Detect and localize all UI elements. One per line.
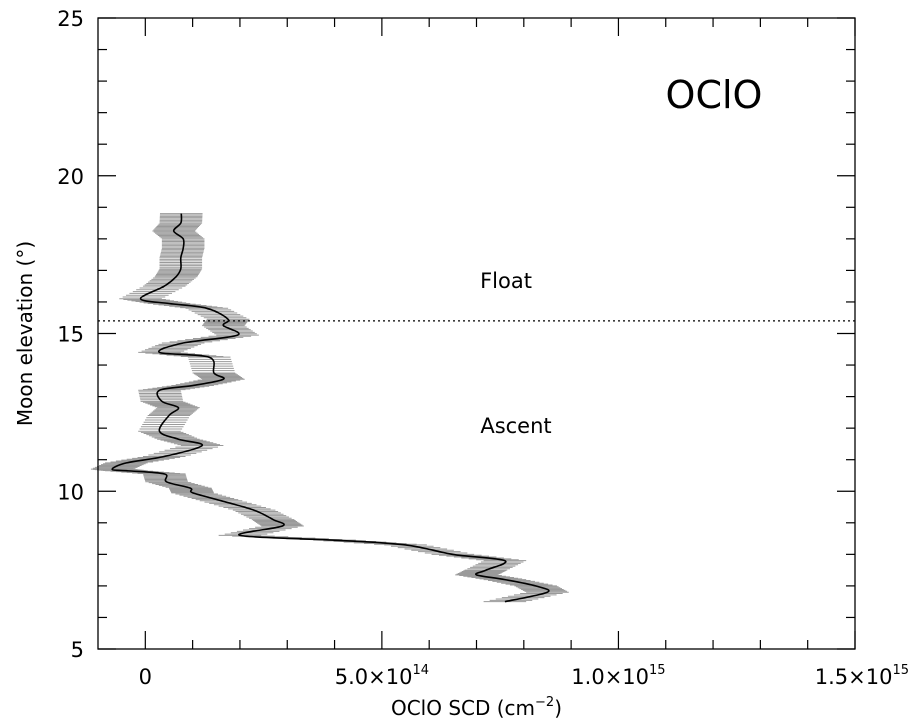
- x-tick-label: 5.0×1014: [335, 663, 429, 689]
- y-tick-label: 5: [71, 638, 84, 662]
- ascent-region-label: Ascent: [480, 414, 551, 438]
- y-tick-label: 10: [57, 480, 84, 504]
- x-tick-label: 1.0×1015: [571, 663, 665, 689]
- data-series-line: [111, 213, 550, 603]
- axis-ticks-group: [98, 17, 856, 650]
- float-region-label: Float: [480, 269, 532, 293]
- x-tick-label: 1.5×1015: [815, 663, 909, 689]
- y-tick-labels: 5 10 15 20 25: [57, 7, 84, 662]
- species-annotation: OClO: [666, 73, 763, 117]
- x-tick-labels: 0 5.0×1014 1.0×1015 1.5×1015: [139, 663, 909, 689]
- x-tick-label: 0: [139, 665, 152, 689]
- y-tick-label: 15: [57, 323, 84, 347]
- y-tick-label: 20: [57, 165, 84, 189]
- x-axis-title: OClO SCD (cm−2): [391, 695, 562, 720]
- y-axis-title: Moon elevation (°): [13, 241, 37, 426]
- y-tick-label: 25: [57, 7, 84, 31]
